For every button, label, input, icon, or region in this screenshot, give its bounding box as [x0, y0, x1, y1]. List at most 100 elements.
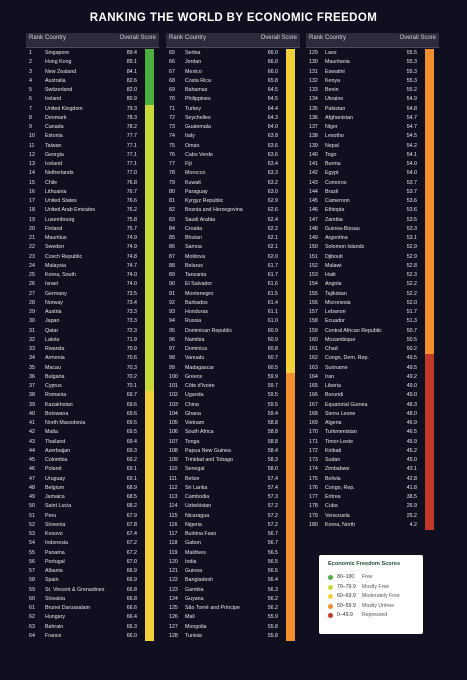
- table-row: 96 Namibia 60.9: [166, 336, 300, 345]
- table-row: 90 El Salvador 61.6: [166, 280, 300, 289]
- country-cell: Micronesia: [325, 299, 351, 306]
- table-row: 124 Guyana 56.2: [166, 595, 300, 604]
- country-cell: Jamaica: [45, 494, 65, 500]
- country-cell: Mali: [185, 614, 195, 621]
- table-row: 174 Zimbabwe 43.1: [306, 465, 439, 474]
- score-cell: 54.8: [406, 105, 417, 112]
- country-cell: Liberia: [325, 383, 341, 389]
- rank-cell: 145: [309, 198, 318, 204]
- country-cell: Congo, Dem. Rep.: [325, 355, 369, 362]
- table-row: 128 Tunisia 55.8: [166, 632, 300, 641]
- rank-cell: 7: [29, 105, 32, 112]
- table-row: 102 Uganda 59.5: [166, 391, 300, 400]
- country-cell: Iran: [325, 373, 335, 380]
- score-cell: 61.1: [267, 309, 278, 315]
- country-cell: Kyrgyz Republic: [185, 198, 224, 204]
- country-cell: United Arab Emirates: [45, 207, 96, 214]
- rank-cell: 86: [169, 244, 175, 251]
- score-cell: 45.0: [406, 457, 417, 463]
- table-row: 151 Djibouti 52.9: [306, 253, 439, 262]
- table-row: 37 Cyprus 70.1: [26, 382, 159, 391]
- country-cell: Bulgaria: [45, 373, 65, 380]
- rank-cell: 51: [29, 512, 35, 519]
- table-row: 106 South Africa 58.8: [166, 428, 300, 437]
- country-cell: Kuwait: [185, 179, 201, 186]
- rank-cell: 18: [29, 207, 35, 214]
- score-cell: 60.7: [267, 355, 278, 362]
- table-row: 139 Nepal 54.2: [306, 142, 439, 151]
- score-cell: 74.7: [126, 262, 137, 269]
- country-cell: Tanzania: [185, 272, 207, 278]
- country-cell: Angola: [325, 281, 342, 288]
- table-rows: 65 Serbia 66.0 66 Jordan 66.0 67 Mexico 66.0 68 Co…: [166, 49, 300, 641]
- table-row: 64 France 66.0: [26, 632, 159, 641]
- table-row: 134 Ukraine 54.9: [306, 95, 439, 104]
- rank-cell: 124: [169, 595, 178, 602]
- table-row: 8 Denmark 78.3: [26, 114, 159, 123]
- country-cell: Pakistan: [325, 105, 346, 112]
- rank-cell: 140: [309, 151, 318, 158]
- score-cell: 52.2: [406, 290, 417, 297]
- rank-cell: 125: [169, 605, 178, 611]
- table-row: 165 Liberia 49.0: [306, 382, 439, 391]
- table-row: 1 Singapore 89.4: [26, 49, 159, 58]
- table-row: 129 Laos 55.5: [306, 49, 439, 58]
- rank-cell: 3: [29, 68, 32, 75]
- country-cell: Equatorial Guinea: [325, 401, 368, 408]
- rank-cell: 44: [29, 447, 35, 454]
- legend-range: 70–79.9: [337, 583, 356, 590]
- rank-cell: 136: [309, 114, 318, 121]
- table-row: 52 Slovenia 67.8: [26, 521, 159, 530]
- table-row: 95 Dominican Republic 60.9: [166, 327, 300, 336]
- country-cell: Chile: [45, 179, 58, 186]
- score-cell: 52.3: [406, 272, 417, 278]
- table-row: 65 Serbia 66.0: [166, 49, 300, 58]
- score-cell: 82.6: [126, 77, 137, 84]
- country-cell: Tajikistan: [325, 290, 347, 297]
- country-cell: Malaysia: [45, 262, 66, 269]
- rank-cell: 144: [309, 188, 318, 195]
- rank-cell: 175: [309, 475, 318, 482]
- score-cell: 67.8: [126, 521, 137, 528]
- score-cell: 41.8: [406, 484, 417, 491]
- rank-cell: 157: [309, 309, 318, 315]
- score-cell: 55.5: [406, 50, 417, 56]
- rank-cell: 26: [29, 281, 35, 288]
- score-category-band: [145, 391, 154, 641]
- rank-cell: 68: [169, 77, 175, 84]
- rank-cell: 134: [309, 96, 318, 103]
- score-cell: 62.2: [267, 225, 278, 232]
- score-cell: 49.5: [406, 364, 417, 371]
- table-row: 57 Albania 66.9: [26, 567, 159, 576]
- country-cell: Bahamas: [185, 87, 208, 93]
- country-cell: Ukraine: [325, 96, 344, 103]
- table-row: 69 Bahamas 64.5: [166, 86, 300, 95]
- score-cell: 79.3: [126, 105, 137, 112]
- table-row: 4 Australia 82.6: [26, 77, 159, 86]
- score-cell: 67.4: [126, 531, 137, 537]
- legend-dot-icon: [328, 575, 333, 581]
- legend-dot-icon: [328, 584, 333, 590]
- table-row: 178 Cuba 26.9: [306, 502, 439, 511]
- table-row: 158 Ecuador 51.3: [306, 317, 439, 326]
- rank-cell: 35: [29, 364, 35, 371]
- score-cell: 70.2: [126, 373, 137, 380]
- score-cell: 68.9: [126, 484, 137, 491]
- score-cell: 58.8: [267, 429, 278, 436]
- country-cell: Kosovo: [45, 531, 63, 537]
- score-cell: 62.0: [267, 253, 278, 260]
- legend-dot-icon: [328, 594, 333, 600]
- score-cell: 78.2: [126, 124, 137, 130]
- score-cell: 54.5: [406, 133, 417, 140]
- rank-cell: 43: [29, 438, 35, 445]
- rank-cell: 166: [309, 392, 318, 399]
- country-cell: Thailand: [45, 438, 66, 445]
- country-cell: Honduras: [185, 309, 208, 315]
- score-cell: 53.6: [406, 207, 417, 214]
- country-cell: Brazil: [325, 188, 339, 195]
- country-cell: Rwanda: [45, 346, 65, 352]
- country-cell: Gambia: [185, 586, 204, 593]
- table-row: 30 Japan 73.3: [26, 317, 159, 326]
- rank-cell: 106: [169, 429, 178, 436]
- rank-cell: 39: [29, 401, 35, 408]
